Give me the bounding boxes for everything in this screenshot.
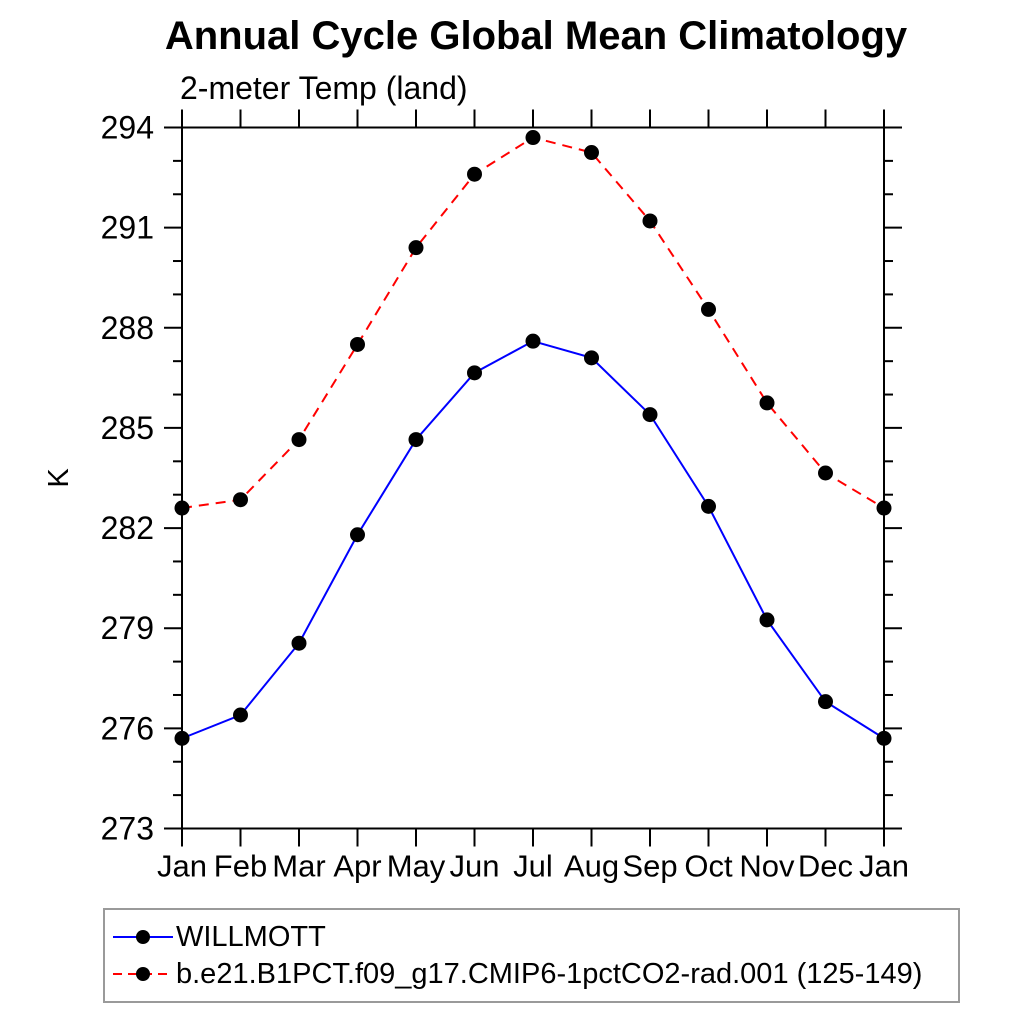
data-point-marker — [408, 240, 424, 256]
x-tick-label: Jul — [513, 849, 553, 884]
chart-title: Annual Cycle Global Mean Climatology — [164, 14, 908, 58]
data-point-marker — [233, 492, 248, 508]
chart-subtitle: 2-meter Temp (land) — [180, 70, 468, 106]
legend: WILLMOTT b.e21.B1PCT.f09_g17.CMIP6-1pctC… — [103, 908, 960, 1003]
data-point-marker — [525, 130, 541, 146]
x-tick-label: Jan — [157, 849, 207, 884]
x-tick-label: Jun — [450, 849, 500, 884]
data-point-marker — [642, 407, 658, 423]
data-point-marker — [759, 395, 775, 411]
y-axis-label: K — [43, 468, 75, 488]
y-tick-label: 288 — [101, 310, 154, 346]
data-point-marker — [174, 500, 190, 516]
y-tick-label: 276 — [101, 710, 154, 746]
x-tick-label: Jan — [859, 849, 909, 884]
data-point-marker — [876, 500, 892, 516]
data-point-marker — [174, 730, 190, 746]
legend-line-sample-dashed-red — [113, 967, 173, 981]
data-point-marker — [233, 707, 248, 723]
legend-marker — [136, 967, 150, 981]
data-point-marker — [467, 166, 482, 182]
series-line — [181, 340, 885, 740]
data-point-marker — [525, 333, 541, 349]
x-tick-label: Aug — [564, 849, 619, 884]
y-tick-label: 273 — [101, 811, 154, 847]
x-tick-label: Feb — [214, 849, 267, 884]
data-point-marker — [408, 432, 424, 448]
y-tick-label: 279 — [101, 610, 154, 646]
y-tick-label: 285 — [101, 410, 154, 446]
data-point-marker — [584, 145, 599, 161]
x-tick-label: Sep — [622, 849, 677, 884]
x-tick-label: Nov — [739, 849, 795, 884]
y-tick-label: 282 — [101, 510, 154, 546]
x-tick-label: Dec — [798, 849, 853, 884]
legend-label-willmott: WILLMOTT — [176, 920, 326, 953]
legend-line-sample-solid-blue — [113, 930, 173, 944]
data-point-marker — [701, 498, 716, 514]
series-line — [181, 136, 885, 510]
x-axis: Jan Feb Mar Apr May Jun Jul Aug Sep Oct Nov Dec Jan — [157, 109, 909, 884]
y-tick-label: 291 — [101, 210, 154, 246]
data-point-marker — [584, 350, 599, 366]
data-point-marker — [701, 301, 716, 317]
x-tick-label: May — [387, 849, 446, 884]
legend-label-model: b.e21.B1PCT.f09_g17.CMIP6-1pctCO2-rad.00… — [176, 957, 923, 990]
x-tick-label: Apr — [333, 849, 381, 884]
data-point-marker — [350, 527, 365, 543]
data-point-marker — [876, 730, 892, 746]
data-point-marker — [818, 465, 833, 481]
series-model — [174, 130, 892, 516]
plot-frame — [181, 126, 885, 830]
x-tick-label: Oct — [684, 849, 733, 884]
data-point-marker — [350, 336, 365, 352]
y-tick-label: 294 — [101, 110, 154, 146]
data-point-marker — [818, 694, 833, 710]
series-willmott — [174, 333, 892, 746]
legend-item-willmott: WILLMOTT — [110, 920, 958, 953]
data-point-marker — [467, 365, 482, 381]
data-point-marker — [291, 635, 307, 651]
y-axis: 273 276 279 282 285 288 291 294 — [101, 110, 902, 847]
data-point-marker — [642, 213, 658, 229]
x-tick-label: Mar — [272, 849, 325, 884]
data-point-marker — [759, 612, 775, 628]
data-point-marker — [291, 432, 307, 448]
legend-item-model: b.e21.B1PCT.f09_g17.CMIP6-1pctCO2-rad.00… — [110, 957, 958, 990]
legend-marker — [136, 930, 150, 944]
